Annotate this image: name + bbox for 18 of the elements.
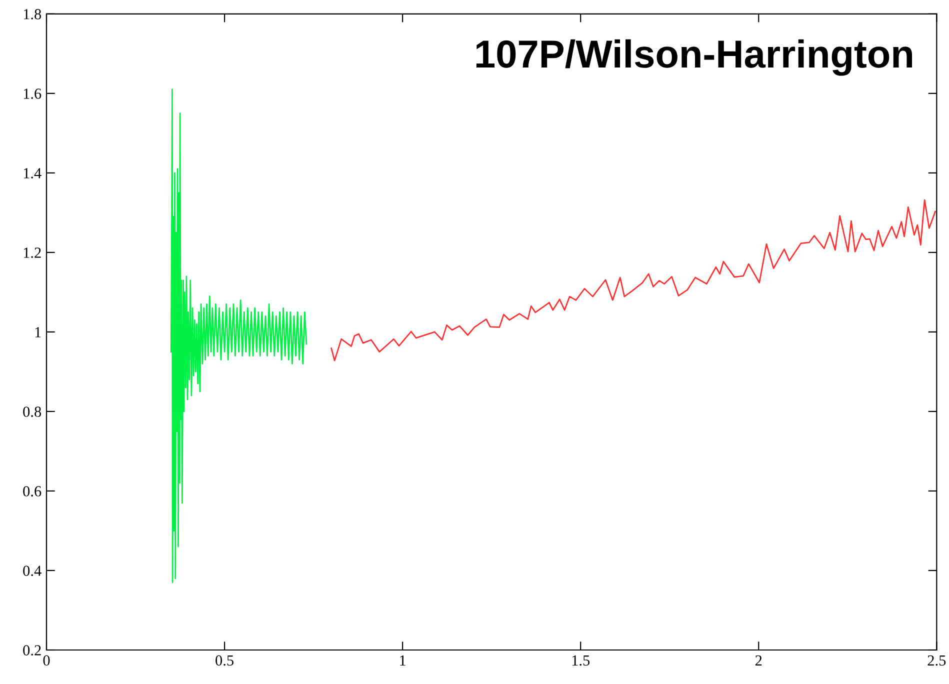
x-tick-label: 1: [400, 655, 406, 666]
x-tick-label: 1.5: [572, 655, 590, 666]
y-tick-label: 1.4: [24, 168, 42, 178]
x-tick-label: 0: [43, 655, 50, 666]
y-tick-label: 0.2: [23, 645, 41, 656]
line-series: [330, 199, 936, 362]
x-tick-label: 2: [755, 655, 762, 666]
x-tick-label: 2.5: [928, 655, 946, 666]
y-tick-label: 0.8: [23, 406, 42, 417]
y-tick-label: 1.8: [24, 9, 42, 20]
y-tick-label: 1: [35, 327, 41, 338]
y-tick-label: 0.6: [23, 486, 42, 496]
x-tick-label: 0.5: [216, 655, 234, 666]
y-tick-label: 0.4: [23, 566, 42, 576]
line-series: [170, 88, 308, 584]
y-tick-label: 1.2: [24, 248, 41, 258]
y-tick-label: 1.6: [24, 88, 42, 99]
text: 107P/Wilson-Harrington: [476, 39, 912, 76]
